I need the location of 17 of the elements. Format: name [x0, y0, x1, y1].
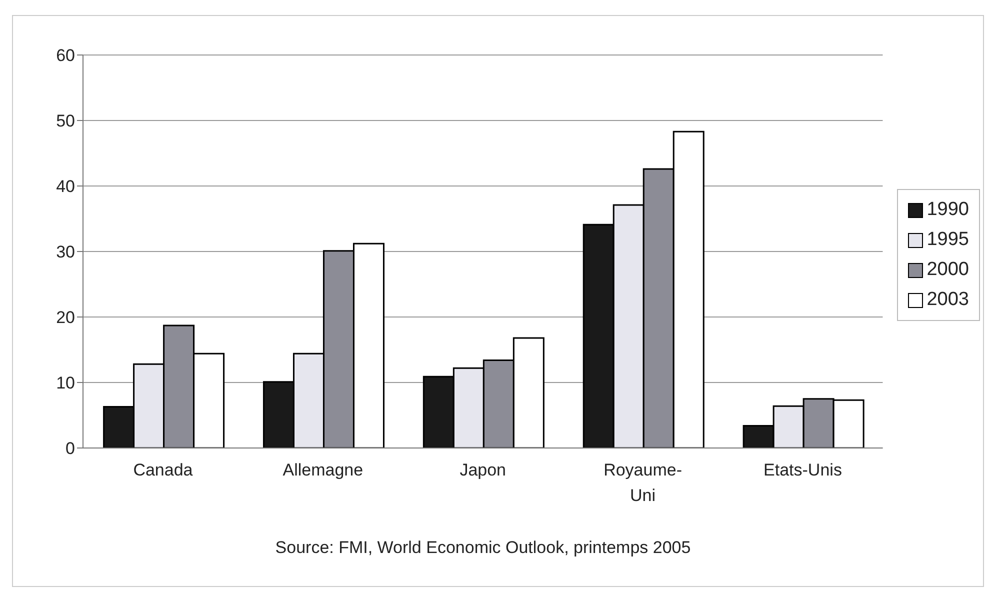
y-tick-label: 0	[66, 439, 75, 458]
y-tick-label: 50	[56, 112, 75, 131]
y-tick-label: 60	[56, 46, 75, 66]
y-tick-label: 20	[56, 308, 75, 328]
x-tick-label: Allemagne	[282, 460, 364, 480]
source-note: Source: FMI, World Economic Outlook, printemps 2005	[274, 538, 692, 558]
x-tick-label: Canada	[133, 460, 194, 480]
y-tick-label: 30	[56, 242, 75, 262]
legend-label: 2000	[926, 258, 969, 282]
y-tick-label: 10	[56, 374, 75, 393]
x-tick-label: Etats-Unis	[764, 460, 842, 480]
legend-label: 1990	[926, 198, 969, 222]
legend-label: 1995	[926, 228, 969, 252]
x-tick-label: Japon	[460, 460, 506, 480]
y-tick-label: 40	[56, 177, 75, 196]
legend-label: 2003	[926, 288, 969, 312]
x-tick-label: Royaume-Uni	[604, 460, 682, 505]
